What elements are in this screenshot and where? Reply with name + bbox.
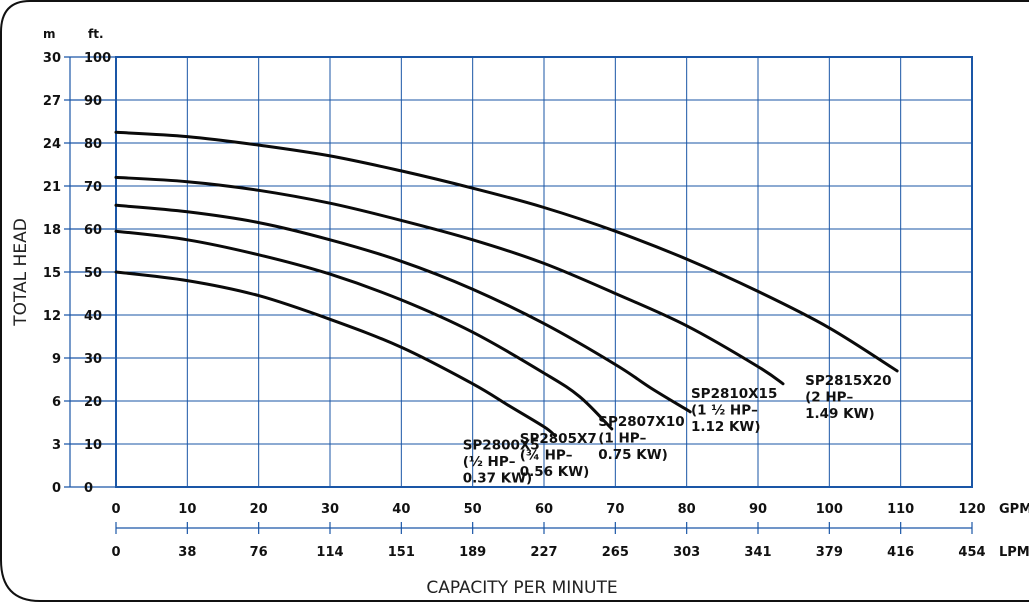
y-tick-label-ft: 80: [84, 137, 102, 152]
y-tick-label-ft: 70: [84, 180, 102, 195]
y-tick-label-m: 18: [43, 223, 61, 238]
x-unit-gpm: GPM: [999, 502, 1029, 517]
curve-label-line: 0.37 KW): [463, 470, 533, 486]
x-axis-title: CAPACITY PER MINUTE: [426, 578, 617, 598]
curve-label-line: (2 HP–: [805, 389, 853, 405]
x-tick-label-gpm: 70: [606, 502, 624, 517]
x-tick-label-lpm: 189: [459, 545, 486, 560]
y-tick-label-m: 6: [52, 395, 61, 410]
curve-label-line: SP2815X20: [805, 373, 891, 389]
y-axis-title: TOTAL HEAD: [11, 218, 31, 327]
curve-label-line: SP2805X7: [520, 431, 597, 447]
y-tick-label-ft: 40: [84, 309, 102, 324]
curve-labels: SP2800X5 (½ HP– 0.37 KW)SP2805X7 (¾ HP– 0.56…: [463, 373, 892, 487]
x-tick-label-gpm: 120: [958, 502, 985, 517]
y-unit-meters: m: [43, 27, 56, 41]
y-tick-label-ft: 50: [84, 266, 102, 281]
curve-label-line: 1.49 KW): [805, 406, 875, 422]
x-tick-label-gpm: 50: [464, 502, 482, 517]
y-tick-label-m: 24: [43, 137, 61, 152]
curve-label-line: SP2800X5: [463, 437, 540, 453]
y-tick-label-m: 12: [43, 309, 61, 324]
curve-label-sp2800x5: SP2800X5 (½ HP– 0.37 KW): [463, 437, 540, 486]
y-tick-label-ft: 0: [84, 481, 93, 496]
curve-label-line: (1 HP–: [598, 430, 646, 446]
curve-label-line: (¾ HP–: [520, 447, 573, 463]
x-tick-label-gpm: 60: [535, 502, 553, 517]
x-tick-label-gpm: 100: [816, 502, 843, 517]
curve-label-line: (1 ½ HP–: [691, 402, 758, 418]
x-tick-label-gpm: 20: [250, 502, 268, 517]
x-tick-label-lpm: 303: [673, 545, 700, 560]
y-tick-label-ft: 30: [84, 352, 102, 367]
y-tick-label-m: 0: [52, 481, 61, 496]
y-tick-label-ft: 90: [84, 94, 102, 109]
x-tick-label-lpm: 76: [250, 545, 268, 560]
pump-curve-sp2800x5: [114, 270, 557, 437]
curve-label-line: (½ HP–: [463, 454, 516, 470]
pump-curve-sp2807x10: [114, 203, 692, 414]
y-tick-label-m: 30: [43, 51, 61, 66]
y-tick-label-m: 3: [52, 438, 61, 453]
y-tick-label-ft: 60: [84, 223, 102, 238]
x-tick-label-lpm: 0: [111, 545, 120, 560]
x-tick-label-lpm: 114: [316, 545, 343, 560]
x-tick-label-gpm: 90: [749, 502, 767, 517]
x-tick-label-gpm: 30: [321, 502, 339, 517]
y-tick-label-m: 21: [43, 180, 61, 195]
x-axes: 0 0 10 38 20 76 30 114 40 151 50 189 60 227 70 265 80 303…: [111, 502, 985, 560]
x-tick-label-lpm: 454: [958, 545, 985, 560]
y-tick-label-ft: 100: [84, 51, 111, 66]
x-tick-label-lpm: 416: [887, 545, 914, 560]
y-tick-label-m: 27: [43, 94, 61, 109]
curve-label-line: SP2807X10: [598, 414, 684, 430]
curve-label-sp2807x10: SP2807X10 (1 HP– 0.75 KW): [598, 414, 684, 463]
curve-label-sp2805x7: SP2805X7 (¾ HP– 0.56 KW): [520, 431, 597, 480]
y-tick-label-ft: 10: [84, 438, 102, 453]
x-tick-label-gpm: 80: [678, 502, 696, 517]
y-tick-label-ft: 20: [84, 395, 102, 410]
curve-label-line: 1.12 KW): [691, 419, 761, 435]
curve-label-line: 0.56 KW): [520, 464, 590, 480]
pump-curve-sp2805x7: [114, 229, 614, 431]
x-tick-label-gpm: 10: [178, 502, 196, 517]
x-tick-label-lpm: 227: [530, 545, 557, 560]
x-tick-label-lpm: 379: [816, 545, 843, 560]
pump-curve-sp2810x15: [114, 175, 785, 386]
x-tick-label-lpm: 341: [744, 545, 771, 560]
x-tick-label-gpm: 40: [392, 502, 410, 517]
x-tick-label-lpm: 151: [388, 545, 415, 560]
x-tick-label-lpm: 38: [178, 545, 196, 560]
pump-curves: [114, 130, 899, 437]
curve-label-sp2815x20: SP2815X20 (2 HP– 1.49 KW): [805, 373, 891, 422]
x-tick-label-gpm: 0: [111, 502, 120, 517]
curve-label-sp2810x15: SP2810X15 (1 ½ HP– 1.12 KW): [691, 386, 777, 435]
curve-label-line: SP2810X15: [691, 386, 777, 402]
curve-label-line: 0.75 KW): [598, 447, 668, 463]
y-tick-label-m: 15: [43, 266, 61, 281]
x-tick-label-gpm: 110: [887, 502, 914, 517]
x-tick-label-lpm: 265: [602, 545, 629, 560]
pump-curve-sp2815x20: [114, 130, 899, 373]
y-tick-label-m: 9: [52, 352, 61, 367]
grid: [116, 57, 972, 487]
x-unit-lpm: LPM: [999, 545, 1029, 560]
y-unit-feet: ft.: [88, 27, 104, 41]
